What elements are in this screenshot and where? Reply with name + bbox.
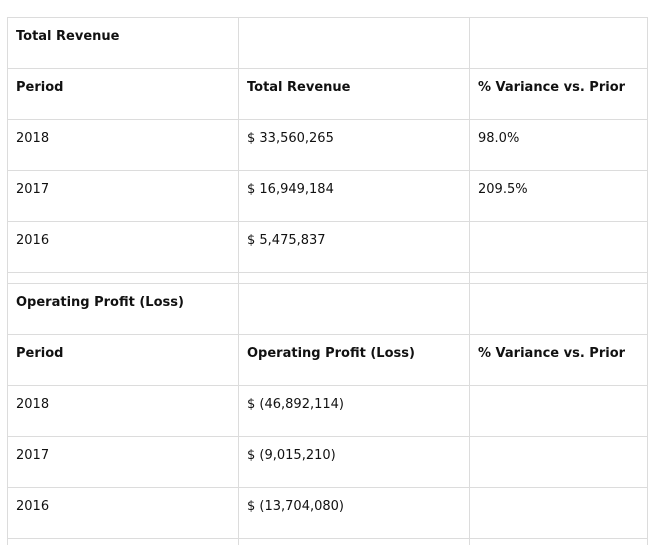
column-header-period: Period <box>7 68 239 120</box>
empty-cell <box>238 283 470 335</box>
empty-cell <box>469 17 648 69</box>
variance-cell <box>469 487 648 539</box>
period-cell: 2017 <box>7 170 239 222</box>
column-header-variance: % Variance vs. Prior <box>469 68 648 120</box>
column-header-variance: % Variance vs. Prior <box>469 334 648 386</box>
profit-header-row: Period Operating Profit (Loss) % Varianc… <box>7 334 648 386</box>
variance-cell: 209.5% <box>469 170 648 222</box>
trailing-cell <box>7 538 239 545</box>
variance-cell <box>469 436 648 488</box>
revenue-cell: $ 33,560,265 <box>238 119 470 171</box>
variance-cell <box>469 221 648 273</box>
profit-cell: $ (9,015,210) <box>238 436 470 488</box>
table-row: 2017 $ 16,949,184 209.5% <box>7 170 648 222</box>
table-row: 2016 $ (13,704,080) <box>7 487 648 539</box>
revenue-title-row: Total Revenue <box>7 17 648 69</box>
profit-cell: $ (46,892,114) <box>238 385 470 437</box>
period-cell: 2017 <box>7 436 239 488</box>
revenue-cell: $ 5,475,837 <box>238 221 470 273</box>
period-cell: 2016 <box>7 487 239 539</box>
period-cell: 2018 <box>7 385 239 437</box>
column-header-period: Period <box>7 334 239 386</box>
table-row: 2017 $ (9,015,210) <box>7 436 648 488</box>
empty-cell <box>469 283 648 335</box>
spacer-cell <box>238 272 470 284</box>
empty-cell <box>238 17 470 69</box>
trailing-cell <box>469 538 648 545</box>
section-spacer-row <box>7 272 648 284</box>
profit-cell: $ (13,704,080) <box>238 487 470 539</box>
revenue-cell: $ 16,949,184 <box>238 170 470 222</box>
spacer-cell <box>469 272 648 284</box>
trailing-row <box>7 538 648 545</box>
trailing-cell <box>238 538 470 545</box>
spacer-cell <box>7 272 239 284</box>
financial-table: Total Revenue Period Total Revenue % Var… <box>7 17 648 545</box>
variance-cell: 98.0% <box>469 119 648 171</box>
column-header-operating-profit: Operating Profit (Loss) <box>238 334 470 386</box>
table-row: 2018 $ (46,892,114) <box>7 385 648 437</box>
financial-table-container: Total Revenue Period Total Revenue % Var… <box>7 17 648 545</box>
revenue-header-row: Period Total Revenue % Variance vs. Prio… <box>7 68 648 120</box>
variance-cell <box>469 385 648 437</box>
period-cell: 2018 <box>7 119 239 171</box>
revenue-section-title: Total Revenue <box>7 17 239 69</box>
period-cell: 2016 <box>7 221 239 273</box>
column-header-total-revenue: Total Revenue <box>238 68 470 120</box>
table-row: 2018 $ 33,560,265 98.0% <box>7 119 648 171</box>
profit-section-title: Operating Profit (Loss) <box>7 283 239 335</box>
table-row: 2016 $ 5,475,837 <box>7 221 648 273</box>
profit-title-row: Operating Profit (Loss) <box>7 283 648 335</box>
